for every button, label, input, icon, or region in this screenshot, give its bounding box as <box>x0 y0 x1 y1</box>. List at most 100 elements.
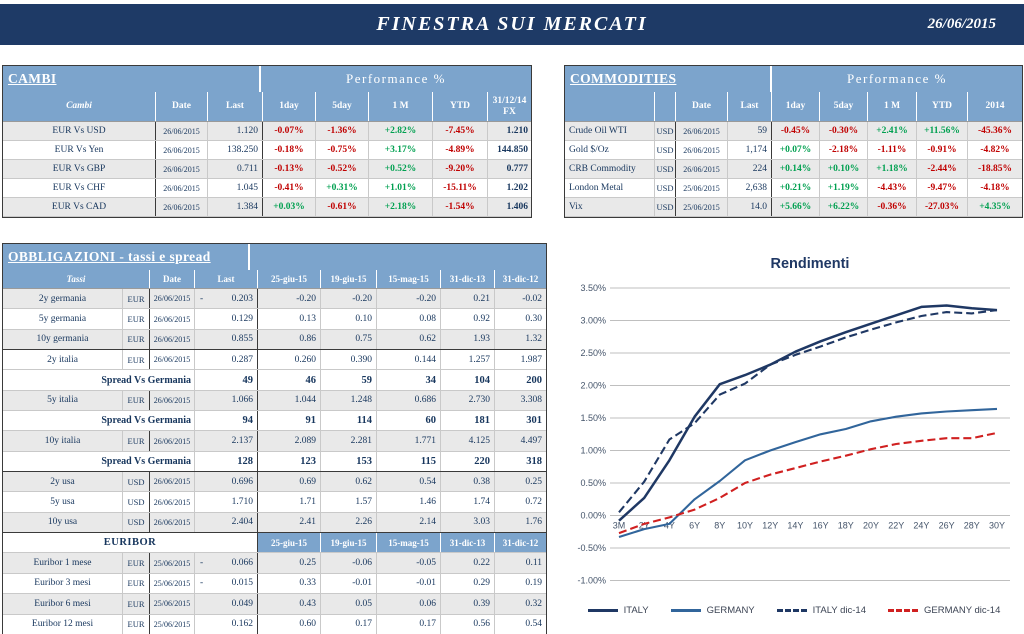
last-number: 0.049 <box>231 598 253 609</box>
column-header: 31/12/14 FX <box>488 92 531 121</box>
perf-value: -0.18% <box>262 141 316 159</box>
hist-value: 0.17 <box>377 614 441 634</box>
perf-value: +1.01% <box>369 179 433 197</box>
last-value: 1.120 <box>208 122 263 140</box>
fx-value: 144.850 <box>497 145 528 155</box>
chart-legend: ITALY GERMANY ITALY dic-14 GERMANY dic-14 <box>566 605 1022 616</box>
last-value: 1.066 <box>195 390 258 411</box>
hist-value: 2.730 <box>441 390 495 411</box>
rate-name: Euribor 6 mesi <box>3 594 123 614</box>
cambi-title: CAMBI <box>8 71 57 86</box>
hist-value: 0.25 <box>525 476 542 487</box>
hist-value: 2.26 <box>321 512 377 533</box>
spread-row: Spread Vs Germania 128 123 153 115 220 318 <box>3 451 546 473</box>
rate-name: 10y germania <box>3 329 123 350</box>
column-header: 31-dic-13 <box>441 533 495 553</box>
spread-label: Spread Vs Germania <box>3 411 195 431</box>
date: 26/06/2015 <box>149 289 195 309</box>
currency: EUR <box>123 431 150 451</box>
legend-label: ITALY dic-14 <box>812 605 866 616</box>
obbligazioni-header-band: OBBLIGAZIONI - tassi e spread <box>3 244 546 270</box>
commodities-performance-header: Performance % <box>847 71 947 86</box>
column-header: 15-mag-15 <box>377 270 441 288</box>
yield-curve-plot: 3.50% 3.00% 2.50% 2.00% 1.50% 1.00% 0.50% 0.00%… <box>577 283 1010 586</box>
perf-value: +3.17% <box>369 141 433 159</box>
x-axis-tick-label: 20Y <box>863 521 879 531</box>
legend-label: ITALY <box>623 605 649 616</box>
last-value: 1,174 <box>728 141 772 159</box>
hist-value: 0.25 <box>257 553 321 573</box>
hist-value: 1.76 <box>525 517 542 528</box>
pair-name: EUR Vs Yen <box>3 141 156 159</box>
hist-value: 0.05 <box>321 594 377 614</box>
hist-value: 0.390 <box>321 350 377 370</box>
column-header <box>655 92 676 121</box>
perf-value: -1.36% <box>316 122 369 140</box>
report-date: 26/06/2015 <box>927 16 996 32</box>
column-header <box>565 92 655 121</box>
perf-value: -0.30% <box>820 122 868 140</box>
date: 25/06/2015 <box>149 614 195 634</box>
spread-value: 104 <box>441 370 495 390</box>
commodity-name: CRB Commodity <box>565 160 655 178</box>
date: 26/06/2015 <box>149 512 195 533</box>
x-axis-tick-label: 10Y <box>737 521 753 531</box>
spread-value: 114 <box>321 411 377 431</box>
date: 26/06/2015 <box>155 179 208 197</box>
currency: USD <box>655 198 676 216</box>
x-axis-tick-label: 16Y <box>813 521 829 531</box>
perf-value: -27.03% <box>917 198 968 216</box>
table-row: Crude Oil WTI USD 26/06/2015 59 -0.45% -0.30%… <box>565 122 1022 141</box>
last-value: 0.287 <box>195 350 258 370</box>
commodities-performance-cell: Performance % <box>772 66 1022 92</box>
hist-value: 2.089 <box>257 431 321 451</box>
currency: USD <box>655 160 676 178</box>
legend-line-sample <box>670 609 701 612</box>
last-value: - 0.015 <box>195 573 258 594</box>
euribor-label: EURIBOR <box>3 533 258 553</box>
y-axis-tick-label: 1.00% <box>580 446 606 456</box>
date: 25/06/2015 <box>675 179 728 197</box>
rate-row: Euribor 3 mesi EUR 25/06/2015-0.015 0.33 -0.… <box>3 573 546 595</box>
perf-value: -0.36% <box>868 198 917 216</box>
date: 25/06/2015 <box>149 594 195 614</box>
hist-value: -0.20 <box>257 289 321 309</box>
currency: USD <box>655 179 676 197</box>
cambi-title-cell: CAMBI <box>3 66 259 92</box>
perf-value: -4.89% <box>433 141 488 159</box>
perf-value: +2.18% <box>369 198 433 216</box>
commodities-rows: Crude Oil WTI USD 26/06/2015 59 -0.45% -0.30%… <box>565 122 1022 217</box>
perf-value: +2.41% <box>868 122 917 140</box>
x-axis-tick-label: 22Y <box>888 521 904 531</box>
perf-value: -9.47% <box>917 179 968 197</box>
column-header: Last <box>208 92 263 121</box>
hist-value: 2.41 <box>257 512 321 533</box>
date: 26/06/2015 <box>149 350 195 370</box>
x-axis-tick-label: 3M <box>613 521 626 531</box>
hist-value: 1.987 <box>520 354 542 365</box>
perf-value: -45.36% <box>977 126 1013 136</box>
legend-label: GERMANY dic-14 <box>924 605 1001 616</box>
currency: USD <box>123 472 150 492</box>
date: 26/06/2015 <box>675 122 728 140</box>
rate-row: 10y italia EUR 26/06/2015 2.137 2.089 2.281 1.… <box>3 431 546 452</box>
date: 26/06/2015 <box>155 122 208 140</box>
perf-value: -7.45% <box>433 122 488 140</box>
hist-value: -0.01 <box>377 573 441 594</box>
hist-value: 0.54 <box>377 472 441 492</box>
commodity-name: Vix <box>565 198 655 216</box>
y-axis-tick-label: -0.50% <box>577 543 606 553</box>
column-header: 31-dic-12 <box>495 533 546 553</box>
hist-value: 0.21 <box>441 289 495 309</box>
spread-value: 59 <box>321 370 377 390</box>
legend-item: ITALY <box>587 605 649 616</box>
legend-item: GERMANY dic-14 <box>888 605 1000 616</box>
cambi-header-band: CAMBI Performance % <box>3 66 531 92</box>
date: 26/06/2015 <box>149 472 195 492</box>
date: 26/06/2015 <box>675 160 728 178</box>
hist-value: 0.62 <box>377 329 441 350</box>
cambi-performance-header: Performance % <box>346 71 446 86</box>
column-header: Date <box>156 92 208 121</box>
commodity-name: London Metal <box>565 179 655 197</box>
series-line-italy-dic-14 <box>618 309 998 513</box>
